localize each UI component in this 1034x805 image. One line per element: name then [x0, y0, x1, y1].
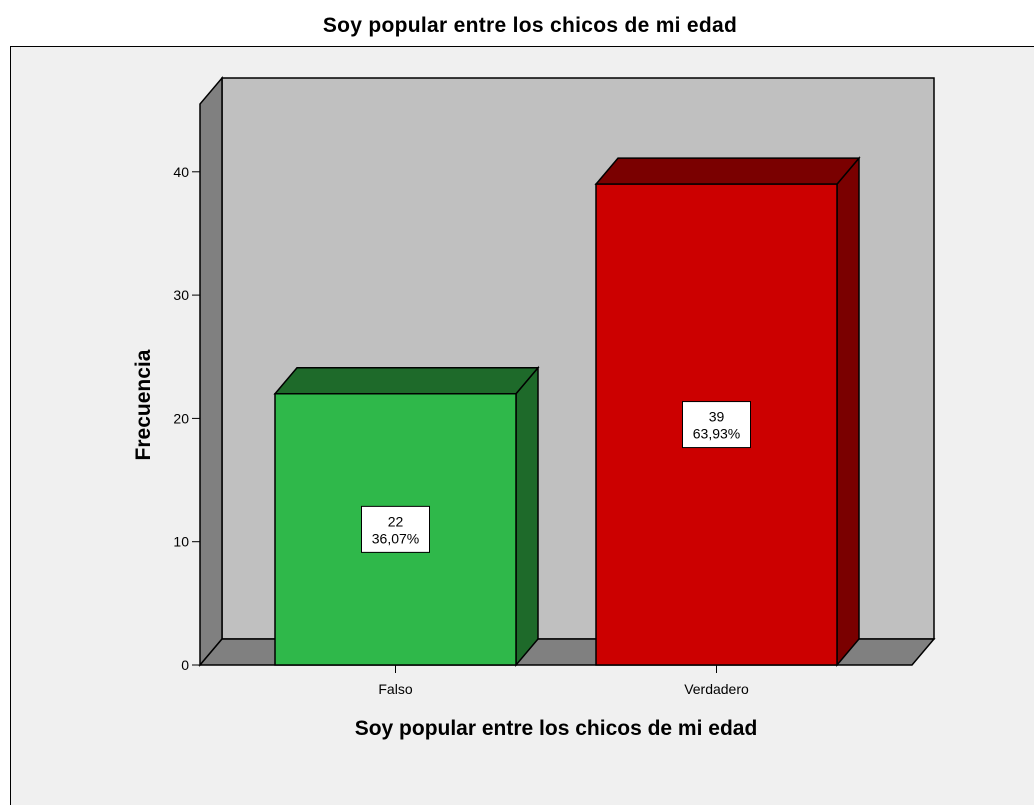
- y-tick-label: 40: [173, 164, 189, 180]
- x-tick-label: Verdadero: [684, 681, 749, 697]
- x-tick-label: Falso: [378, 681, 412, 697]
- plot-side-wall: [199, 75, 223, 668]
- bar-side: [515, 365, 539, 668]
- bar-top: [273, 366, 540, 395]
- data-label-box: [682, 401, 751, 449]
- data-label-count: 22: [388, 513, 404, 529]
- y-tick-label: 0: [181, 657, 189, 673]
- y-tick-label: 20: [173, 410, 189, 426]
- data-label-percent: 63,93%: [693, 426, 740, 442]
- y-tick-label: 10: [173, 534, 189, 550]
- x-axis-title: Soy popular entre los chicos de mi edad: [355, 717, 758, 740]
- y-tick-label: 30: [173, 287, 189, 303]
- y-axis: 0 10 20 30 40: [173, 164, 200, 673]
- data-label-percent: 36,07%: [372, 530, 419, 546]
- chart-title: Soy popular entre los chicos de mi edad: [322, 14, 738, 37]
- data-label-count: 39: [709, 409, 725, 425]
- bar-side: [836, 156, 860, 668]
- data-label-box: [361, 505, 430, 553]
- bar-top: [594, 157, 861, 185]
- y-axis-title: Frecuencia: [132, 349, 155, 460]
- x-axis: Falso Verdadero: [378, 665, 749, 697]
